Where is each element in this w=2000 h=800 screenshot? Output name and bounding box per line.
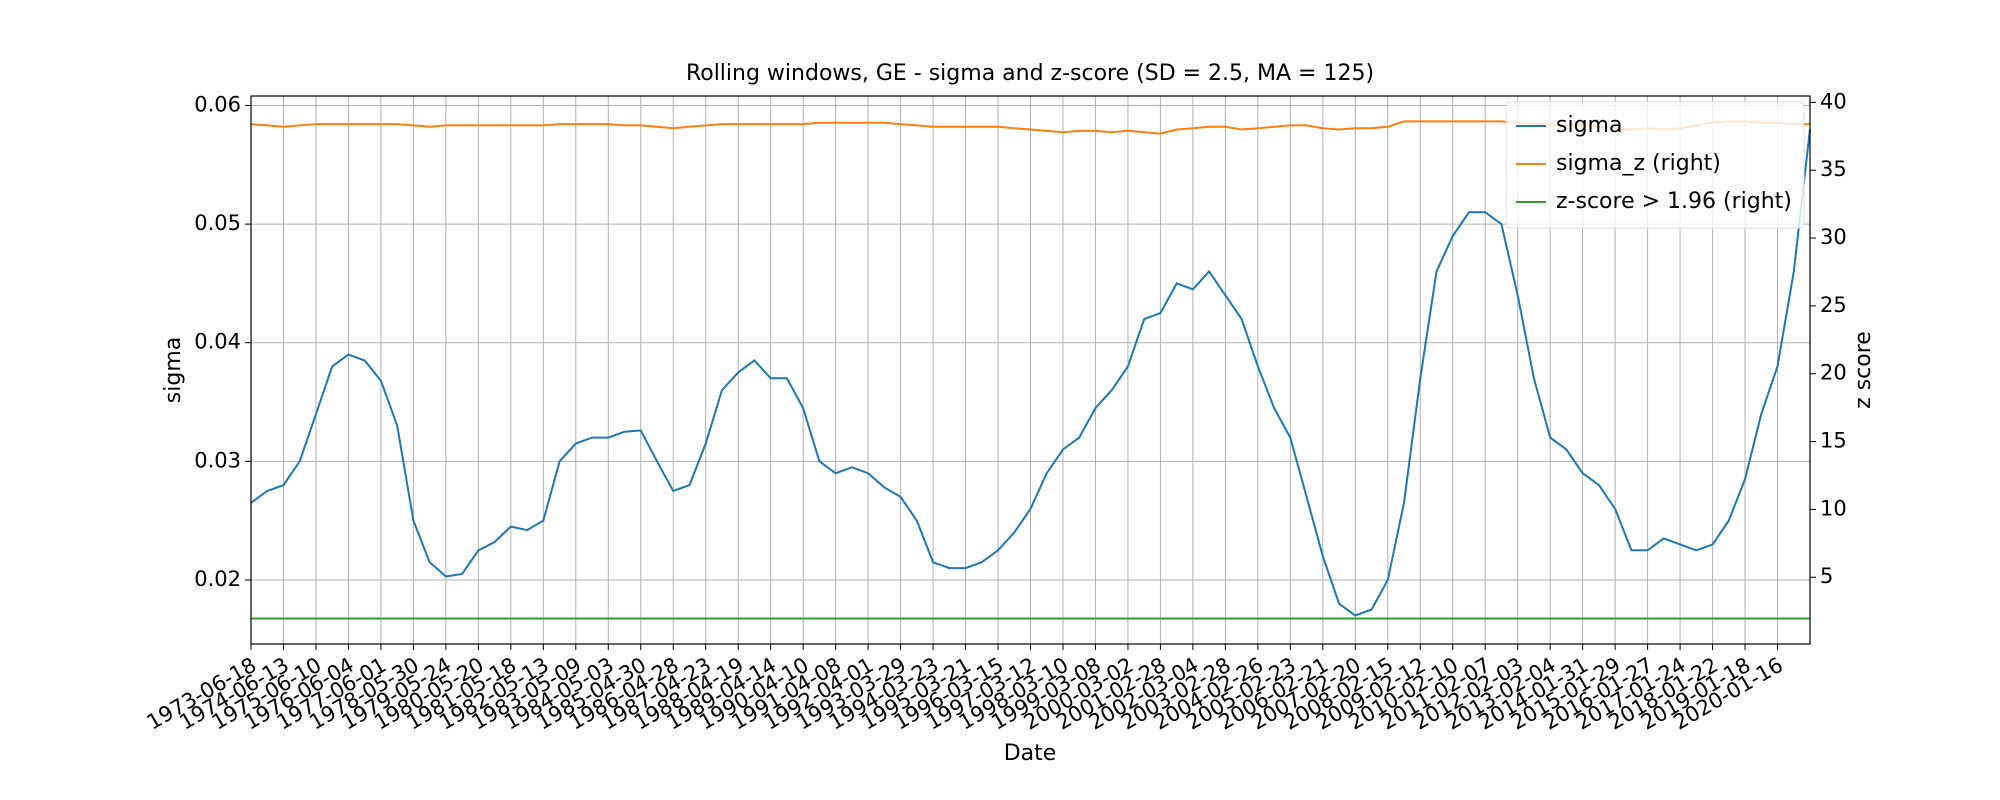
legend: sigma sigma_z (right) z-score > 1.96 (righ… bbox=[1505, 101, 1805, 229]
y-tick-label: 0.05 bbox=[194, 211, 241, 235]
chart-title: Rolling windows, GE - sigma and z-score … bbox=[686, 61, 1374, 86]
y2-tick-label: 40 bbox=[1820, 89, 1847, 113]
y2-tick-label: 25 bbox=[1820, 293, 1847, 317]
x-axis-label: Date bbox=[1004, 741, 1057, 766]
legend-label: sigma_z (right) bbox=[1556, 151, 1721, 176]
series-line bbox=[250, 129, 1811, 617]
y2-tick-label: 10 bbox=[1820, 496, 1847, 520]
legend-label: z-score > 1.96 (right) bbox=[1556, 189, 1792, 214]
y2-tick-label: 15 bbox=[1820, 429, 1847, 453]
y2-tick-label: 35 bbox=[1820, 157, 1847, 181]
y-tick-label: 0.04 bbox=[194, 330, 241, 354]
y-tick-label: 0.02 bbox=[194, 567, 241, 591]
plot-frame bbox=[250, 95, 1811, 645]
y2-tick-label: 5 bbox=[1820, 564, 1833, 588]
y-tick-label: 0.06 bbox=[194, 92, 241, 116]
y2-tick-label: 20 bbox=[1820, 361, 1847, 385]
y2-axis-label: z score bbox=[1851, 331, 1876, 409]
y-axis-label: sigma bbox=[161, 337, 186, 403]
legend-box bbox=[1505, 101, 1805, 229]
legend-label: sigma bbox=[1556, 113, 1622, 138]
y2-tick-label: 30 bbox=[1820, 225, 1847, 249]
y-tick-label: 0.03 bbox=[194, 448, 241, 472]
